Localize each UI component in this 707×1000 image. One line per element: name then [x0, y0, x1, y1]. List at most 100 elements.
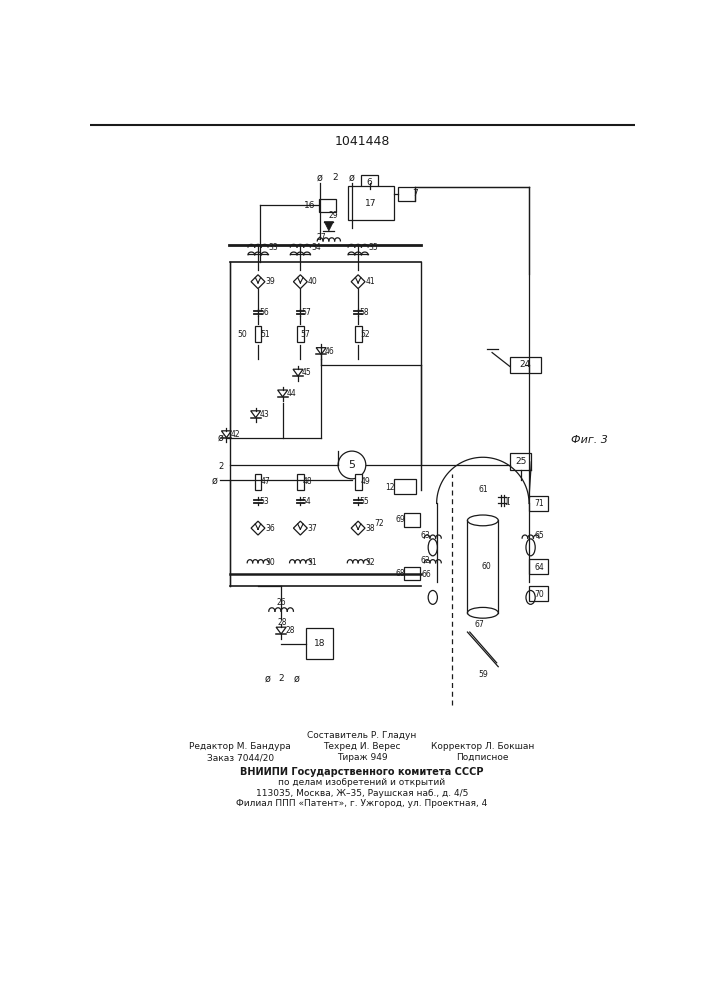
Text: по делам изобретений и открытий: по делам изобретений и открытий — [279, 778, 445, 787]
Text: 50: 50 — [238, 330, 247, 339]
Text: 33: 33 — [269, 243, 279, 252]
Text: 59: 59 — [478, 670, 488, 679]
Text: 54: 54 — [302, 497, 311, 506]
Text: ][: ][ — [504, 496, 510, 505]
Text: 41: 41 — [366, 277, 375, 286]
Bar — [529, 496, 549, 511]
Text: 60: 60 — [481, 562, 491, 571]
Text: 34: 34 — [311, 243, 321, 252]
Text: 17: 17 — [366, 199, 377, 208]
Text: 38: 38 — [366, 524, 375, 533]
Text: 2: 2 — [218, 462, 223, 471]
Text: 2: 2 — [279, 674, 284, 683]
Bar — [529, 586, 549, 601]
Text: Корректор Л. Бокшан: Корректор Л. Бокшан — [431, 742, 534, 751]
Text: 30: 30 — [265, 558, 275, 567]
Text: 36: 36 — [265, 524, 275, 533]
Text: 26: 26 — [276, 598, 286, 607]
Text: 6: 6 — [367, 178, 373, 187]
Bar — [355, 326, 361, 342]
Text: 35: 35 — [369, 243, 379, 252]
Bar — [305, 628, 333, 659]
Text: 18: 18 — [314, 639, 325, 648]
Text: 48: 48 — [303, 477, 312, 486]
Text: 70: 70 — [534, 590, 544, 599]
Text: 29: 29 — [329, 211, 338, 220]
Text: Фиг. 3: Фиг. 3 — [571, 435, 607, 445]
Bar — [404, 513, 421, 527]
Text: 32: 32 — [366, 558, 375, 567]
Text: Техред И. Верес: Техред И. Верес — [323, 742, 401, 751]
Bar — [297, 474, 304, 490]
Text: 24: 24 — [520, 360, 531, 369]
Text: 45: 45 — [302, 368, 312, 377]
Text: 44: 44 — [286, 389, 296, 398]
Bar — [510, 453, 532, 470]
Text: 49: 49 — [361, 477, 370, 486]
Text: ø: ø — [264, 673, 270, 683]
Text: ø: ø — [349, 173, 355, 183]
Text: 68: 68 — [396, 569, 405, 578]
Text: 1041448: 1041448 — [334, 135, 390, 148]
Text: ø: ø — [317, 173, 322, 183]
Text: 46: 46 — [325, 347, 335, 356]
Bar — [529, 559, 549, 574]
Text: 67: 67 — [474, 620, 484, 629]
Text: 56: 56 — [259, 308, 269, 317]
Bar — [395, 479, 416, 494]
Text: 55: 55 — [359, 497, 369, 506]
Text: 39: 39 — [265, 277, 275, 286]
Text: 37: 37 — [308, 524, 317, 533]
Bar — [510, 357, 541, 373]
Text: 61: 61 — [478, 485, 488, 494]
Text: 40: 40 — [308, 277, 317, 286]
Text: ВНИИПИ Государственного комитета СССР: ВНИИПИ Государственного комитета СССР — [240, 767, 484, 777]
Bar — [319, 199, 336, 212]
Text: 113035, Москва, Ж–35, Раушская наб., д. 4/5: 113035, Москва, Ж–35, Раушская наб., д. … — [256, 789, 468, 798]
Text: 51: 51 — [260, 330, 270, 339]
Text: 71: 71 — [534, 499, 544, 508]
Bar — [255, 474, 262, 490]
Text: ø: ø — [212, 475, 218, 485]
Bar — [255, 326, 262, 342]
Circle shape — [338, 451, 366, 479]
Text: 53: 53 — [259, 497, 269, 506]
Text: 31: 31 — [308, 558, 317, 567]
Text: 43: 43 — [259, 410, 269, 419]
Text: Подписное: Подписное — [457, 753, 509, 762]
Bar — [355, 474, 361, 490]
Bar — [348, 186, 395, 220]
Text: 58: 58 — [359, 308, 369, 317]
Text: 65: 65 — [534, 531, 544, 540]
Text: Заказ 7044/20: Заказ 7044/20 — [206, 753, 274, 762]
Text: Тираж 949: Тираж 949 — [337, 753, 387, 762]
Text: 57: 57 — [300, 330, 310, 339]
Text: 28: 28 — [278, 618, 287, 627]
Text: 12: 12 — [386, 483, 395, 492]
Text: 28: 28 — [285, 626, 295, 635]
Text: Филиал ППП «Патент», г. Ужгород, ул. Проектная, 4: Филиал ППП «Патент», г. Ужгород, ул. Про… — [236, 799, 488, 808]
Bar — [297, 326, 304, 342]
Text: 52: 52 — [361, 330, 370, 339]
Text: 63: 63 — [420, 531, 430, 540]
Text: 66: 66 — [422, 570, 431, 579]
Bar — [361, 175, 378, 189]
Text: ø: ø — [293, 673, 300, 683]
Text: 42: 42 — [230, 430, 240, 439]
Text: 62: 62 — [420, 556, 430, 565]
Text: 64: 64 — [534, 563, 544, 572]
Text: 25: 25 — [515, 457, 526, 466]
Text: 2: 2 — [332, 173, 338, 182]
Text: Составитель Р. Гладун: Составитель Р. Гладун — [308, 732, 416, 740]
Bar — [398, 187, 415, 201]
Text: 72: 72 — [374, 519, 384, 528]
Text: 5: 5 — [349, 460, 356, 470]
Text: 7: 7 — [412, 189, 418, 198]
Text: 16: 16 — [304, 201, 315, 210]
Polygon shape — [325, 222, 334, 231]
Text: 69: 69 — [396, 515, 405, 524]
Text: 57: 57 — [302, 308, 311, 317]
Text: 47: 47 — [260, 477, 270, 486]
Bar — [404, 567, 421, 580]
Text: 27: 27 — [316, 233, 326, 242]
